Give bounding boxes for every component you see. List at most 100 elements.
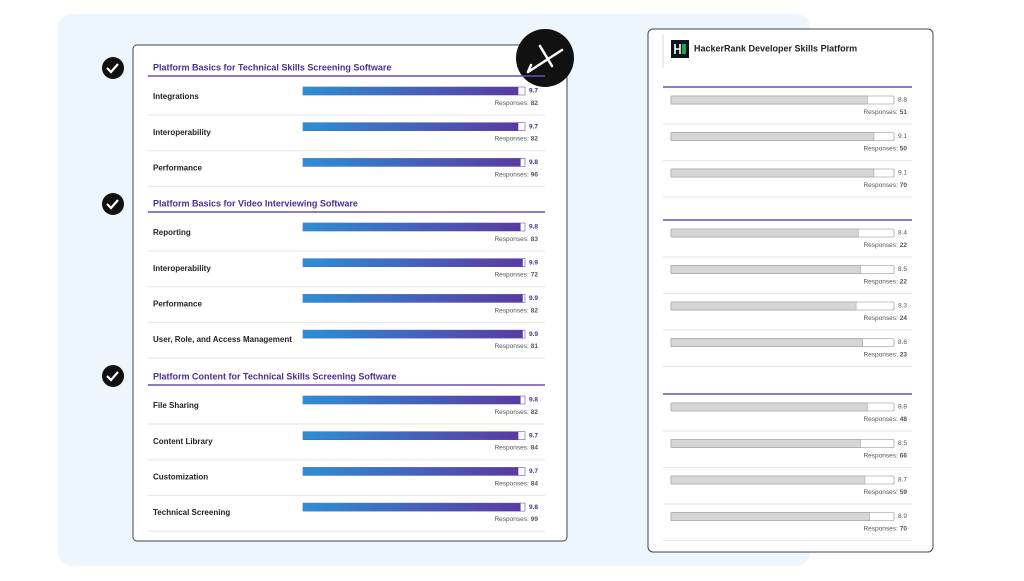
- score: 9.9: [529, 331, 538, 338]
- row-label: Integrations: [153, 92, 199, 101]
- score: 9.1: [898, 170, 907, 177]
- responses: Responses: 51: [863, 109, 907, 116]
- responses: Responses: 83: [494, 236, 538, 243]
- responses-count: 70: [900, 525, 908, 532]
- score: 9.1: [898, 133, 907, 140]
- responses: Responses: 99: [494, 516, 538, 523]
- bar: [303, 258, 523, 267]
- responses: Responses: 82: [494, 307, 538, 314]
- responses-label: Responses:: [494, 343, 529, 350]
- responses: Responses: 84: [494, 480, 538, 487]
- responses-count: 99: [531, 516, 539, 523]
- responses-count: 22: [900, 242, 908, 249]
- responses: Responses: 22: [863, 242, 907, 249]
- responses: Responses: 24: [863, 315, 907, 322]
- row-label: Technical Screening: [153, 508, 230, 517]
- responses-label: Responses:: [863, 351, 898, 358]
- responses-label: Responses:: [863, 145, 898, 152]
- bar: [670, 228, 859, 238]
- responses-label: Responses:: [863, 315, 898, 322]
- responses-count: 82: [531, 100, 539, 107]
- score: 9.7: [529, 88, 538, 95]
- bar: [670, 265, 861, 274]
- score: 9.7: [529, 468, 538, 475]
- score: 8.5: [898, 266, 907, 273]
- left-card: [132, 44, 568, 542]
- bar: [303, 431, 519, 440]
- responses-count: 84: [531, 444, 539, 451]
- responses: Responses: 81: [494, 343, 538, 350]
- responses-label: Responses:: [863, 109, 898, 116]
- responses: Responses: 59: [863, 489, 907, 496]
- score: 8.6: [898, 339, 907, 346]
- responses: Responses: 50: [863, 145, 907, 152]
- score: 8.4: [898, 230, 907, 237]
- responses-count: 70: [900, 182, 908, 189]
- bar: [670, 439, 861, 448]
- responses-label: Responses:: [494, 307, 529, 314]
- responses-label: Responses:: [494, 271, 529, 278]
- responses: Responses: 96: [494, 171, 538, 178]
- score: 9.9: [529, 259, 538, 266]
- responses: Responses: 82: [494, 100, 538, 107]
- responses-count: 82: [531, 307, 539, 314]
- responses-count: 81: [531, 343, 539, 350]
- responses-label: Responses:: [494, 516, 529, 523]
- logo: [671, 40, 689, 58]
- responses: Responses: 48: [863, 416, 907, 423]
- responses-count: 24: [900, 315, 908, 322]
- responses-label: Responses:: [494, 444, 529, 451]
- bar: [670, 95, 868, 105]
- responses-count: 51: [900, 109, 908, 116]
- responses: Responses: 66: [863, 452, 907, 459]
- responses-count: 83: [531, 236, 539, 243]
- responses-label: Responses:: [863, 452, 898, 459]
- score: 9.7: [529, 432, 538, 439]
- check-icons: [102, 57, 124, 387]
- score: 9.8: [529, 159, 538, 166]
- row-label: Interoperability: [153, 264, 211, 273]
- responses: Responses: 22: [863, 278, 907, 285]
- bar: [303, 294, 523, 303]
- glider-badge: [516, 29, 574, 87]
- bar: [670, 168, 875, 178]
- responses-count: 50: [900, 145, 908, 152]
- responses-label: Responses:: [494, 236, 529, 243]
- responses-label: Responses:: [863, 182, 898, 189]
- section-title: Platform Basics for Video Interviewing S…: [153, 198, 358, 208]
- row-label: Reporting: [153, 228, 191, 237]
- responses: Responses: 72: [494, 271, 538, 278]
- responses-label: Responses:: [494, 171, 529, 178]
- responses-count: 72: [531, 271, 539, 278]
- score: 9.8: [529, 224, 538, 231]
- bar: [670, 512, 870, 521]
- responses-label: Responses:: [863, 489, 898, 496]
- score: 8.5: [898, 440, 907, 447]
- responses-label: Responses:: [863, 242, 898, 249]
- bar: [303, 503, 521, 512]
- bar: [670, 132, 875, 141]
- row-label: User, Role, and Access Management: [153, 335, 292, 344]
- bar: [303, 467, 519, 476]
- row-label: Content Library: [153, 437, 213, 446]
- bar: [303, 396, 521, 404]
- responses: Responses: 82: [494, 409, 538, 416]
- responses-count: 82: [531, 409, 539, 416]
- responses: Responses: 70: [863, 525, 907, 532]
- responses-count: 96: [531, 171, 539, 178]
- section-title: Platform Content for Technical Skills Sc…: [153, 371, 396, 381]
- right-title: HackerRank Developer Skills Platform: [694, 43, 857, 53]
- responses-count: 82: [531, 135, 539, 142]
- responses: Responses: 23: [863, 351, 907, 358]
- row-label: Customization: [153, 473, 208, 482]
- bar: [303, 87, 519, 95]
- row-label: Interoperability: [153, 128, 211, 137]
- responses: Responses: 70: [863, 182, 907, 189]
- section-title: Platform Basics for Technical Skills Scr…: [153, 62, 391, 72]
- bar: [670, 475, 866, 485]
- responses-label: Responses:: [494, 409, 529, 416]
- responses-count: 48: [900, 416, 908, 423]
- score: 8.9: [898, 513, 907, 520]
- bar: [303, 158, 521, 167]
